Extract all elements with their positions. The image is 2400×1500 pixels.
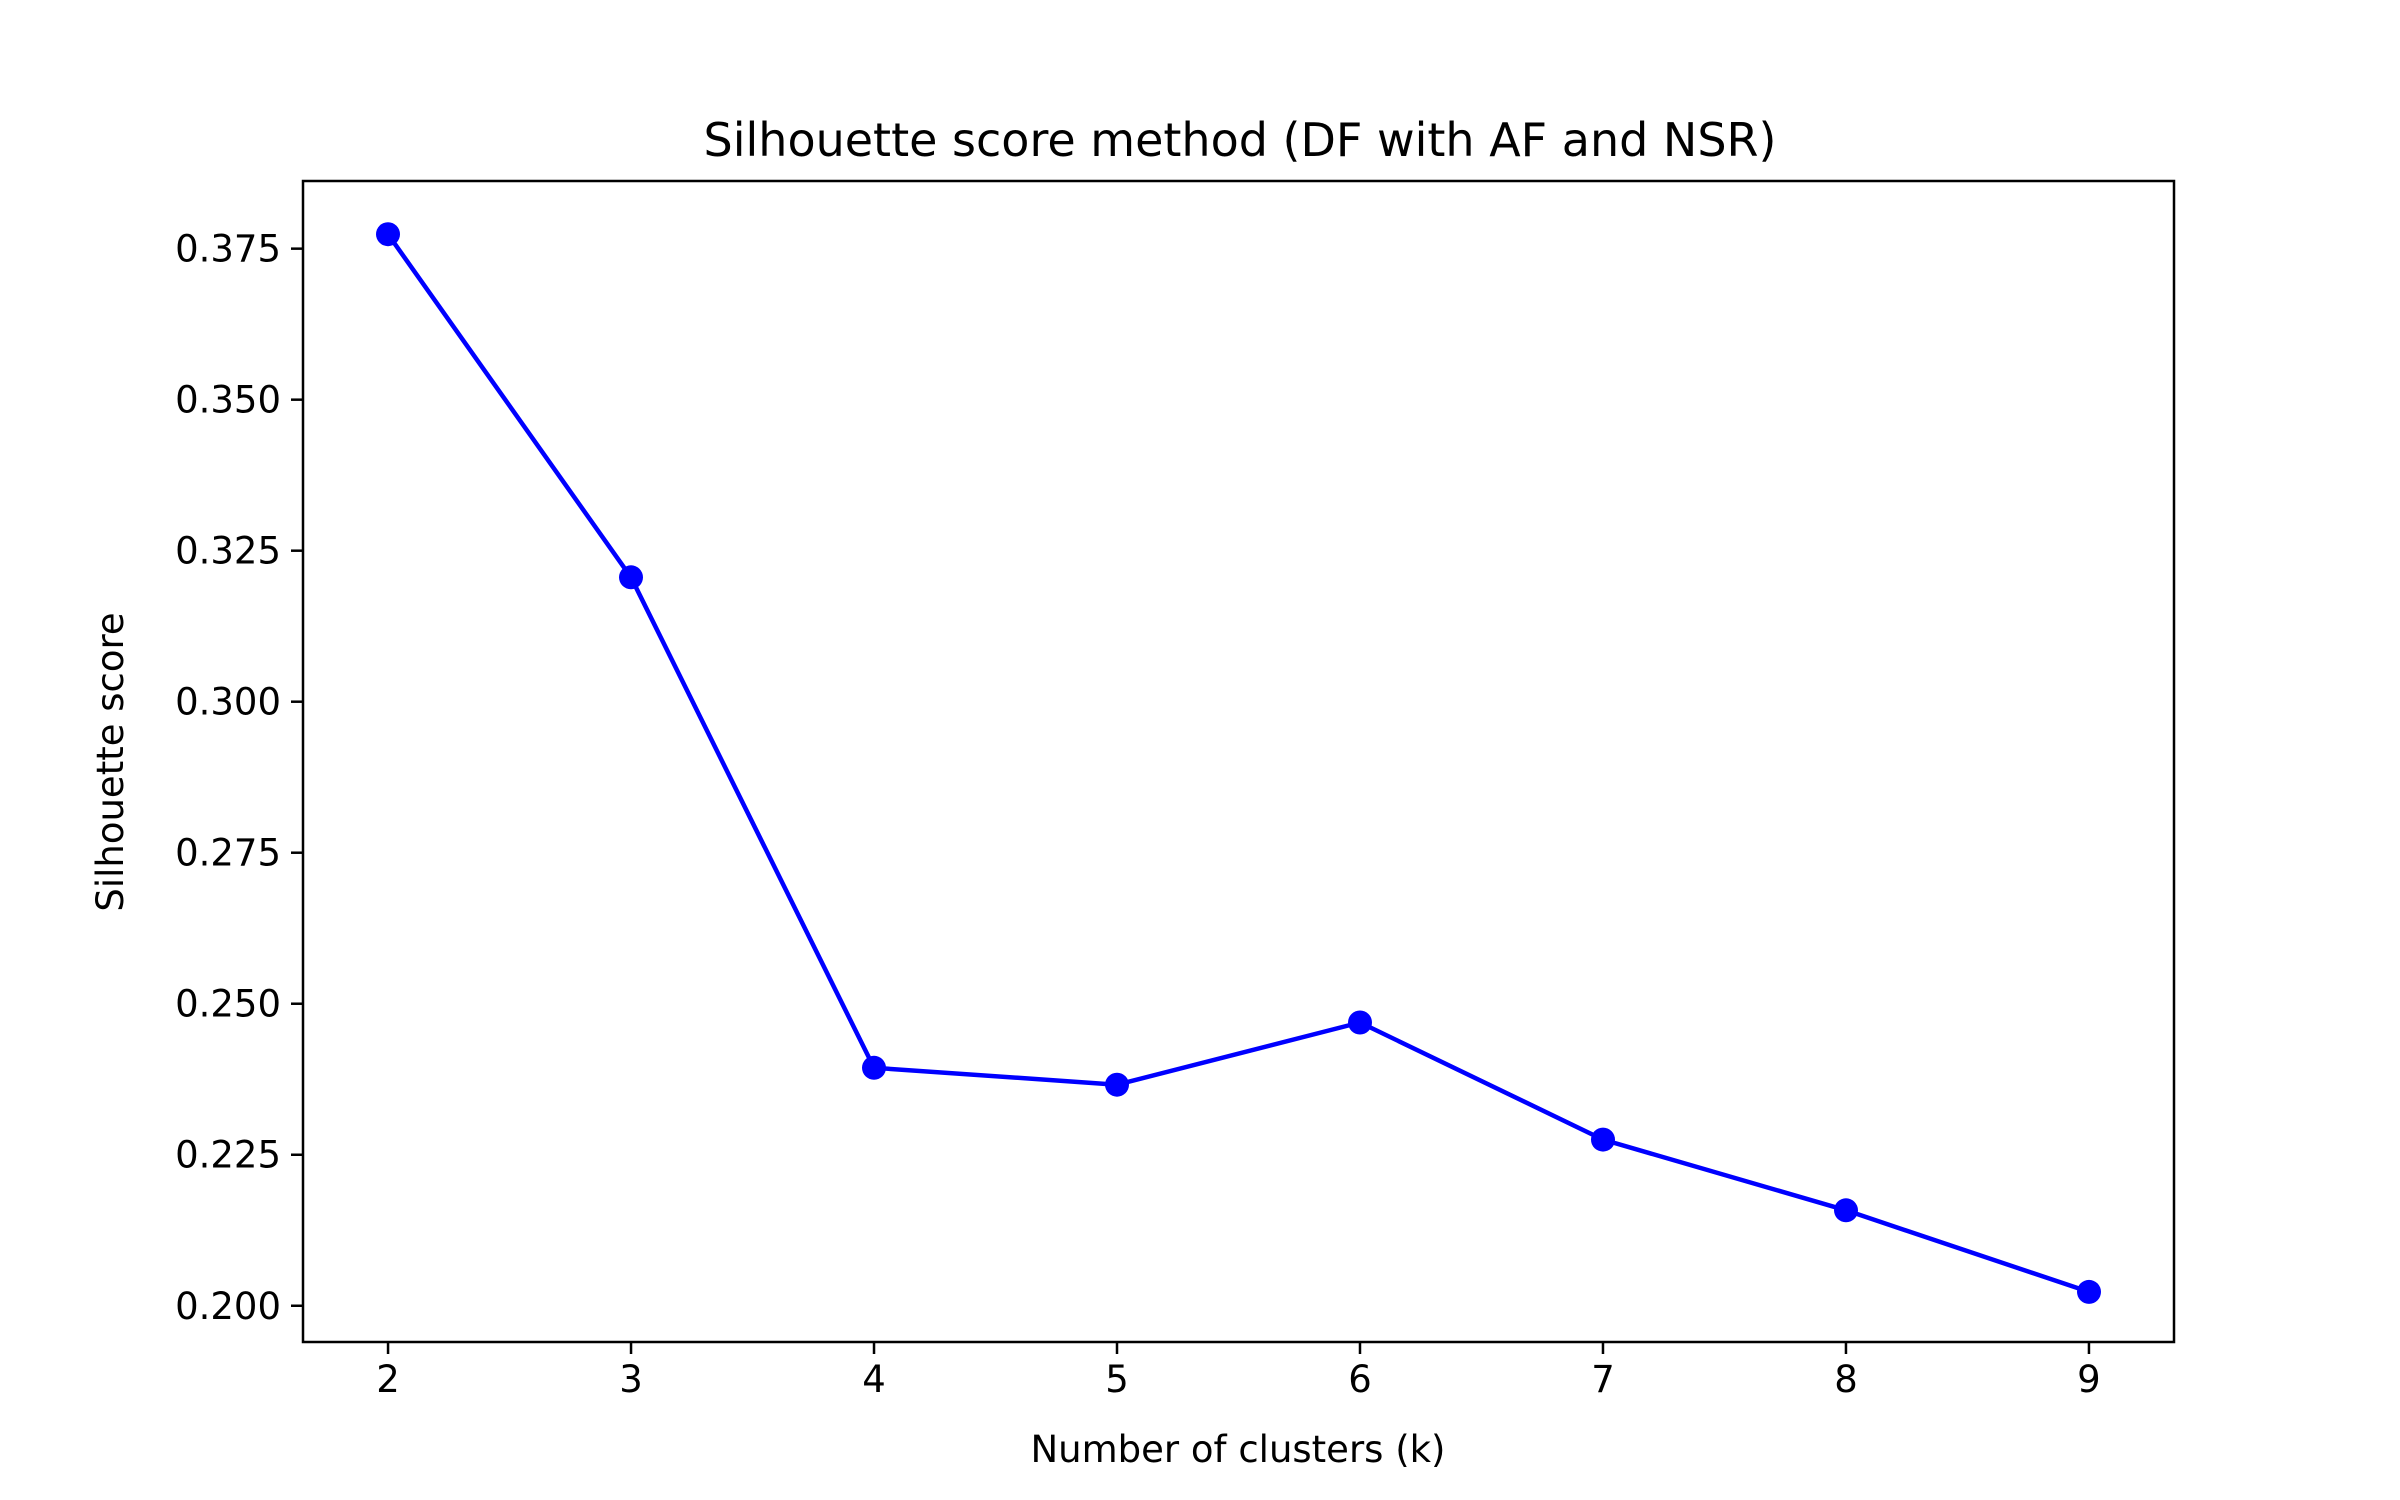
x-axis-label: Number of clusters (k) — [1031, 1428, 1446, 1471]
y-axis-label: Silhouette score — [89, 612, 132, 911]
y-tick-label: 0.275 — [175, 832, 281, 875]
y-axis: 0.200 0.225 0.250 0.275 0.300 0.325 0.350 0.375 — [175, 228, 303, 1328]
data-point-k6 — [1348, 1010, 1372, 1035]
data-point-k3 — [619, 565, 643, 590]
x-tick-label: 5 — [1105, 1358, 1129, 1401]
chart-title: Silhouette score method (DF with AF and … — [704, 113, 1777, 167]
y-tick-label: 0.200 — [175, 1285, 281, 1328]
series-points — [376, 222, 2101, 1304]
data-point-k7 — [1591, 1127, 1615, 1152]
plot-frame — [301, 179, 2176, 1344]
y-tick-label: 0.300 — [175, 681, 281, 724]
data-point-k4 — [862, 1055, 886, 1080]
data-point-k8 — [1834, 1198, 1858, 1223]
x-tick-label: 9 — [2077, 1358, 2101, 1401]
x-tick-label: 7 — [1591, 1358, 1615, 1401]
data-point-k2 — [376, 222, 400, 247]
data-point-k9 — [2077, 1279, 2101, 1304]
x-tick-label: 3 — [619, 1358, 643, 1401]
x-tick-label: 6 — [1348, 1358, 1372, 1401]
x-tick-label: 8 — [1834, 1358, 1858, 1401]
x-axis: 2 3 4 5 6 7 8 9 — [376, 1342, 2101, 1401]
data-point-k5 — [1105, 1072, 1129, 1097]
x-tick-label: 2 — [376, 1358, 400, 1401]
y-tick-label: 0.375 — [175, 228, 281, 271]
plot-area — [376, 222, 2101, 1304]
y-tick-label: 0.225 — [175, 1134, 281, 1177]
x-tick-label: 4 — [862, 1358, 886, 1401]
y-tick-label: 0.325 — [175, 530, 281, 573]
y-tick-label: 0.350 — [175, 379, 281, 422]
series-line — [386, 232, 2090, 1295]
y-tick-label: 0.250 — [175, 983, 281, 1026]
